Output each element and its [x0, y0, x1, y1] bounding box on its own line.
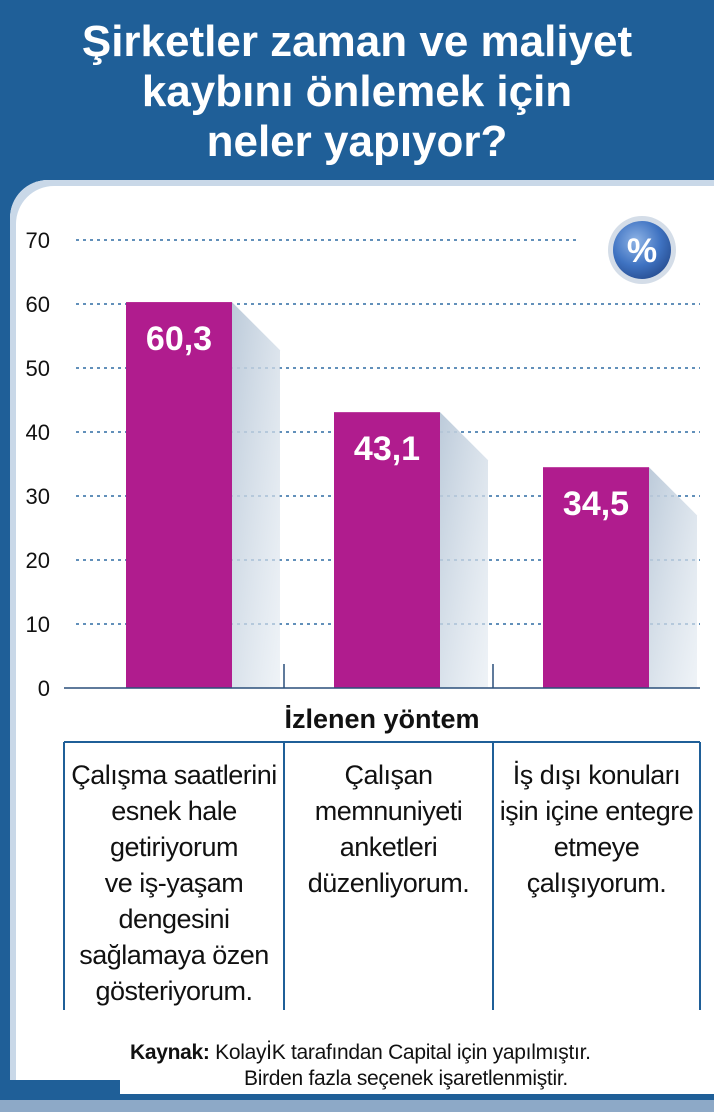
bar: [334, 412, 440, 688]
category-label-line: anketleri: [339, 832, 438, 862]
category-label-line: etmeye: [553, 832, 640, 862]
footer-note: Birden fazla seçenek işaretlenmiştir.: [244, 1067, 568, 1090]
title-line-1: Şirketler zaman ve maliyet: [81, 17, 633, 66]
bar-shadow: [440, 412, 488, 688]
bar-shadow: [232, 302, 280, 688]
bar-value-label: 43,1: [354, 430, 420, 468]
footer: Kaynak: KolayİK tarafından Capital için …: [120, 1036, 714, 1094]
y-tick-label: 40: [26, 420, 50, 445]
source-label: Kaynak:: [130, 1041, 210, 1064]
category-label-line: sağlamaya özen: [79, 940, 269, 970]
title-line-3: neler yapıyor?: [206, 117, 508, 166]
y-tick-label: 30: [26, 484, 50, 509]
source-line: Kaynak: KolayİK tarafından Capital için …: [130, 1040, 591, 1066]
category-label: İş dışı konuları işin içine entegre etmeye…: [495, 757, 698, 901]
bar-shadow: [649, 467, 697, 688]
category-label-line: Çalışan: [344, 760, 433, 790]
y-tick-label: 70: [26, 228, 50, 253]
header: Şirketler zaman ve maliyet kaybını önlem…: [0, 0, 714, 178]
y-tick-label: 10: [26, 612, 50, 637]
y-tick-label: 50: [26, 356, 50, 381]
y-tick-label: 0: [38, 676, 50, 701]
bar: [543, 467, 649, 688]
category-label-line: işin içine entegre: [499, 796, 694, 826]
badge-disc: [613, 221, 671, 279]
category-label-line: esnek hale: [111, 796, 237, 826]
percent-icon: %: [627, 232, 657, 270]
category-label-line: düzenliyorum.: [307, 868, 470, 898]
category-label-line: ve iş-yaşam: [104, 868, 244, 898]
category-label-line: İş dışı konuları: [512, 760, 681, 790]
percent-badge: %: [608, 216, 676, 284]
x-axis-label: İzlenen yöntem: [284, 704, 479, 734]
bar: [126, 302, 232, 688]
title-line-2: kaybını önlemek için: [141, 67, 573, 116]
category-label: Çalışma saatlerini esnek hale getiriyorum v…: [66, 757, 282, 1009]
category-label-line: Çalışma saatlerini: [71, 760, 277, 790]
category-label-line: gösteriyorum.: [95, 976, 253, 1006]
bar-value-label: 60,3: [146, 320, 212, 358]
y-tick-label: 20: [26, 548, 50, 573]
source-text: KolayİK tarafından Capital için yapılmış…: [215, 1041, 591, 1064]
category-label-line: getiriyorum: [109, 832, 239, 862]
bottom-strip: [0, 1100, 714, 1112]
category-label-line: memnuniyeti: [314, 796, 463, 826]
bar-value-label: 34,5: [563, 485, 629, 523]
category-label-line: çalışıyorum.: [526, 868, 667, 898]
y-tick-label: 60: [26, 292, 50, 317]
category-label-line: dengesini: [118, 904, 230, 934]
category-label: Çalışan memnuniyeti anketleri düzenliyorum.: [286, 757, 491, 901]
